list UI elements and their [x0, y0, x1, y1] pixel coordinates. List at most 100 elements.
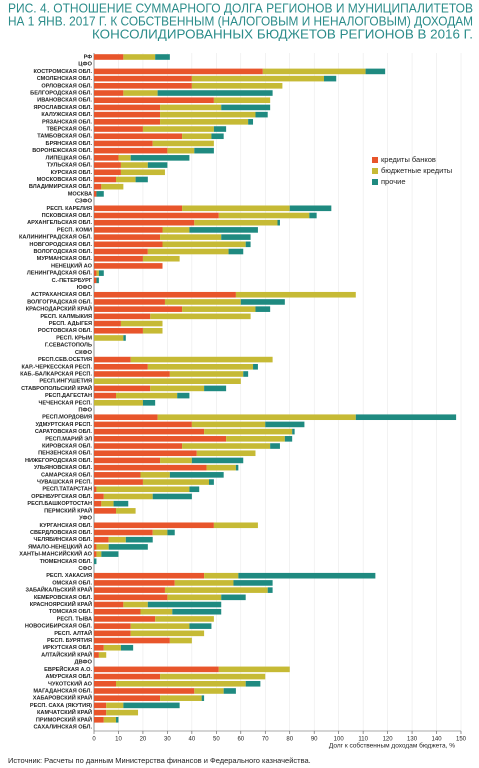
bar-segment — [164, 299, 241, 305]
bar-segment — [309, 212, 317, 219]
bar-segment — [182, 205, 290, 212]
bar-segment — [94, 378, 241, 384]
category-label: АРХАНГЕЛЬСКАЯ ОБЛ. — [27, 220, 92, 226]
bar-segment — [94, 436, 227, 442]
bar-segment — [253, 363, 258, 370]
bar-segment — [160, 457, 192, 464]
bar-segment — [94, 428, 205, 435]
category-label: РЕСП. ХАКАСИЯ — [46, 573, 92, 579]
category-label: ТАМБОВСКАЯ ОБЛ. — [37, 134, 92, 140]
category-label: ЯМАЛО-НЕНЕЦКИЙ АО — [28, 542, 93, 550]
bar-segment — [94, 270, 97, 276]
x-axis-label: Долг к собственным доходам бюджета, % — [329, 742, 455, 750]
legend-swatch — [372, 157, 378, 163]
category-label: КАЛУЖСКАЯ ОБЛ. — [41, 112, 92, 118]
category-label: КАЛИНИНГРАДСКАЯ ОБЛ. — [19, 235, 92, 241]
bar-segment — [94, 709, 107, 716]
bar-segment — [218, 666, 290, 673]
legend-swatch — [372, 168, 378, 174]
x-tick-label: 60 — [237, 737, 244, 743]
bar-segment — [106, 709, 139, 716]
x-tick-label: 80 — [286, 737, 293, 743]
bar-segment — [142, 327, 163, 334]
bar-segment — [94, 644, 104, 651]
bar-segment — [157, 414, 356, 421]
bar-segment — [94, 392, 117, 399]
bar-segment — [277, 219, 280, 226]
bar-segment — [94, 493, 104, 500]
bar-segment — [223, 688, 236, 694]
x-tick-label: 40 — [189, 737, 196, 743]
bar-segment — [94, 227, 163, 233]
category-label: КУРСКАЯ ОБЛ. — [51, 170, 93, 176]
category-label: ЛИПЕЦКАЯ ОБЛ. — [45, 155, 92, 161]
bar-segment — [120, 162, 148, 168]
bar-segment — [123, 601, 148, 608]
bar-segment — [142, 255, 180, 262]
bar-segment — [169, 637, 192, 644]
bar-segment — [94, 90, 124, 96]
bar-segment — [169, 371, 244, 377]
bar-segment — [94, 320, 121, 327]
legend-label: прочие — [381, 177, 406, 186]
bar-segment — [116, 680, 246, 687]
group-label: ЮФО — [77, 285, 93, 291]
bar-segment — [191, 421, 266, 428]
bar-segment — [98, 270, 104, 276]
bar-segment — [94, 486, 97, 493]
bar-segment — [94, 119, 161, 125]
category-label: РЕСП. КАЛМЫКИЯ — [40, 314, 92, 320]
x-tick-label: 50 — [213, 737, 220, 743]
group-label: ПФО — [78, 408, 92, 414]
category-label: МОСКВА — [68, 191, 92, 197]
bar-segment — [94, 356, 131, 363]
bar-segment — [94, 83, 192, 89]
bar-segment — [94, 306, 183, 312]
bar-segment — [106, 702, 124, 709]
bar-segment — [189, 486, 200, 493]
bar-segment — [94, 68, 263, 75]
bar-segment — [208, 479, 214, 485]
bar-segment — [228, 248, 244, 255]
bar-segment — [147, 601, 222, 608]
bar-segment — [94, 630, 131, 637]
bar-segment — [94, 162, 121, 168]
bar-segment — [94, 601, 124, 608]
bar-segment — [169, 472, 224, 478]
bar-segment — [243, 371, 249, 377]
bar-segment — [270, 443, 280, 449]
bar-segment — [120, 169, 165, 176]
bar-segment — [116, 392, 178, 399]
bar-segment — [94, 716, 104, 723]
bar-segment — [152, 493, 192, 500]
category-label: КРАСНОЯРСКИЙ КРАЙ — [30, 600, 92, 608]
bar-segment — [94, 255, 143, 262]
bar-segment — [94, 421, 192, 428]
category-label: ЧЕЛЯБИНСКАЯ ОБЛ. — [34, 537, 93, 543]
bar-segment — [94, 587, 165, 593]
bar-segment — [101, 183, 124, 190]
category-label: РЕСП.БАШКОРТОСТАН — [27, 501, 92, 507]
bar-segment — [94, 54, 124, 60]
category-label: МОСКОВСКАЯ ОБЛ. — [37, 177, 93, 183]
bar-segment — [96, 277, 99, 284]
bar-segment — [101, 551, 119, 557]
bar-segment — [160, 234, 222, 240]
bar-segment — [147, 363, 254, 370]
category-label: РЕСП. ТЫВА — [57, 616, 92, 622]
category-label: ТЮМЕНСКАЯ ОБЛ. — [40, 559, 93, 565]
bar-segment — [189, 227, 258, 233]
category-label: ОМСКАЯ ОБЛ. — [52, 580, 92, 586]
bar-segment — [94, 263, 163, 269]
bar-segment — [123, 54, 156, 60]
category-label: КУРГАНСКАЯ ОБЛ. — [40, 523, 93, 529]
bar-segment — [140, 472, 170, 478]
bar-segment — [135, 176, 148, 183]
bar-segment — [167, 147, 195, 154]
bar-segment — [94, 385, 151, 392]
category-label: РЯЗАНСКАЯ ОБЛ. — [42, 119, 92, 125]
bar-segment — [94, 363, 148, 370]
category-label: ПЕНЗЕНСКАЯ ОБЛ. — [38, 451, 92, 457]
bar-segment — [94, 212, 219, 219]
bar-segment — [98, 652, 107, 658]
